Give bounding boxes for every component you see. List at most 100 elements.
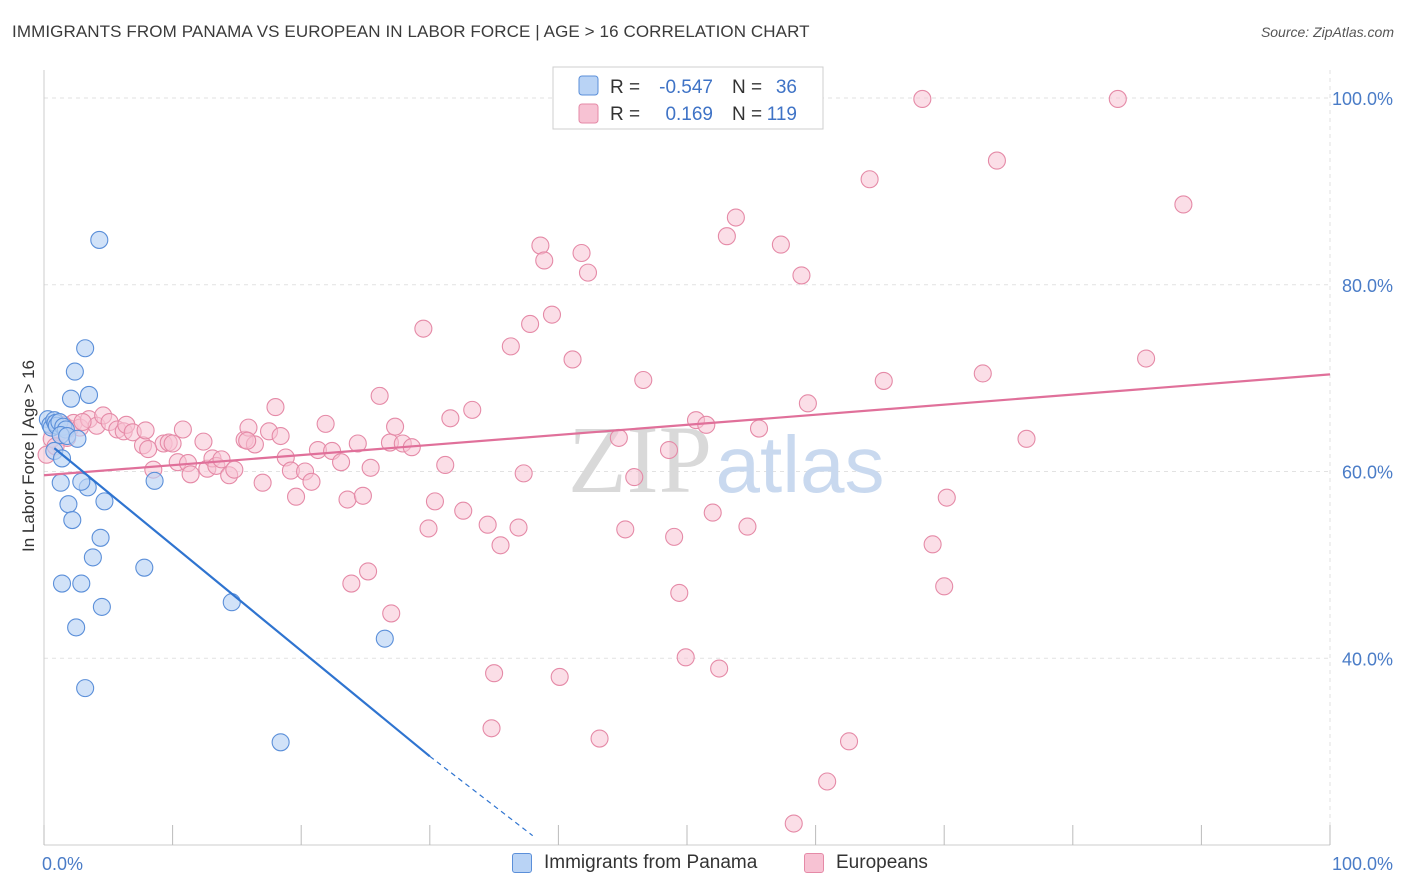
point-europeans-61 — [463, 400, 482, 419]
point-panama-17 — [95, 492, 114, 511]
chart-source: Source: ZipAtlas.com — [1260, 24, 1394, 40]
point-panama-19 — [63, 511, 82, 530]
point-panama-32 — [90, 230, 109, 249]
point-panama-31 — [76, 339, 95, 358]
point-panama-11 — [68, 429, 87, 448]
point-europeans-69 — [535, 251, 554, 270]
watermark-atlas: atlas — [716, 420, 885, 509]
point-europeans-49 — [361, 458, 380, 477]
legend-r-value-europeans: 0.169 — [665, 104, 713, 125]
point-europeans-115 — [342, 574, 361, 593]
point-europeans-103 — [935, 577, 954, 596]
point-europeans-73 — [572, 243, 591, 263]
point-panama-28 — [61, 389, 81, 408]
point-europeans-74 — [578, 263, 598, 282]
point-panama-34 — [222, 593, 241, 612]
point-europeans-52 — [386, 417, 405, 436]
trend-line-panama — [53, 447, 431, 758]
point-europeans-109 — [1137, 349, 1156, 368]
chart-title: IMMIGRANTS FROM PANAMA VS EUROPEAN IN LA… — [12, 22, 810, 41]
point-europeans-117 — [163, 434, 182, 453]
point-europeans-60 — [454, 501, 473, 520]
point-europeans-47 — [348, 434, 367, 453]
point-europeans-113 — [382, 604, 401, 623]
point-europeans-78 — [625, 468, 644, 487]
point-panama-20 — [91, 528, 110, 547]
point-europeans-99 — [860, 170, 879, 189]
point-europeans-57 — [425, 492, 444, 511]
legend-swatch-panama-bottom — [512, 853, 532, 873]
point-europeans-106 — [987, 151, 1006, 170]
point-europeans-63 — [491, 536, 510, 555]
point-europeans-112 — [482, 719, 501, 738]
point-europeans-111 — [485, 664, 504, 683]
point-europeans-100 — [874, 371, 893, 390]
point-europeans-48 — [353, 486, 372, 505]
point-europeans-94 — [784, 814, 803, 833]
point-europeans-101 — [913, 89, 932, 108]
point-europeans-46 — [338, 490, 357, 509]
point-europeans-119 — [73, 412, 92, 432]
legend-n-label-panama: N = — [732, 77, 762, 98]
point-europeans-75 — [590, 729, 609, 748]
y-tick-label-3: 100.0% — [1332, 89, 1393, 109]
legend-r-label-europeans: R = — [610, 104, 640, 125]
point-europeans-35 — [266, 398, 285, 417]
point-europeans-15 — [136, 421, 155, 440]
point-panama-18 — [59, 495, 78, 514]
point-europeans-118 — [139, 440, 158, 459]
point-europeans-90 — [726, 208, 745, 227]
point-panama-35 — [375, 629, 394, 648]
point-panama-13 — [52, 449, 72, 468]
point-europeans-88 — [710, 659, 729, 678]
point-europeans-50 — [370, 386, 389, 405]
point-panama-33 — [145, 471, 164, 490]
x-tick-label-0: 0.0% — [42, 854, 83, 874]
legend-n-value-panama: 36 — [776, 77, 797, 98]
point-europeans-68 — [531, 236, 550, 255]
point-panama-29 — [65, 362, 84, 381]
trend-line-panama-extension — [429, 755, 534, 837]
point-panama-36 — [271, 733, 290, 752]
legend-n-value-europeans: 119 — [767, 104, 797, 125]
point-europeans-96 — [798, 394, 817, 413]
point-europeans-39 — [287, 487, 306, 506]
series-europeans — [37, 88, 1193, 833]
point-europeans-41 — [302, 472, 321, 491]
point-europeans-76 — [609, 428, 628, 447]
point-panama-27 — [76, 679, 95, 698]
point-europeans-93 — [771, 235, 790, 254]
point-europeans-27 — [212, 450, 231, 469]
point-panama-30 — [79, 385, 99, 404]
y-axis-label: In Labor Force | Age > 16 — [19, 360, 38, 552]
y-tick-label-0: 40.0% — [1342, 649, 1393, 669]
point-europeans-72 — [563, 350, 582, 369]
point-europeans-77 — [616, 520, 635, 539]
legend-n-label-europeans: N = — [732, 104, 762, 125]
point-europeans-58 — [436, 455, 455, 475]
point-europeans-92 — [749, 419, 769, 438]
series-panama — [38, 230, 394, 752]
axes: 40.0% 60.0% 80.0% 100.0% 0.0% 100.0% — [42, 70, 1393, 874]
point-europeans-43 — [316, 414, 335, 433]
point-europeans-108 — [1108, 89, 1127, 108]
legend-label-panama: Immigrants from Panama — [544, 852, 758, 873]
point-panama-21 — [83, 548, 102, 567]
point-europeans-83 — [670, 583, 689, 602]
legend-label-europeans: Europeans — [836, 852, 928, 873]
point-panama-26 — [67, 618, 86, 637]
trend-lines — [43, 373, 1331, 837]
point-europeans-84 — [676, 648, 695, 667]
point-europeans-29 — [225, 460, 244, 479]
legend-swatch-panama — [578, 75, 599, 96]
legend-swatch-europeans — [578, 103, 599, 124]
point-europeans-55 — [414, 319, 433, 338]
point-europeans-95 — [792, 266, 811, 285]
point-panama-25 — [92, 597, 111, 616]
legend-r-value-panama: -0.547 — [659, 77, 713, 98]
point-europeans-59 — [441, 409, 460, 428]
trend-line-europeans — [43, 373, 1331, 477]
point-europeans-105 — [973, 364, 992, 383]
point-europeans-22 — [181, 465, 200, 484]
